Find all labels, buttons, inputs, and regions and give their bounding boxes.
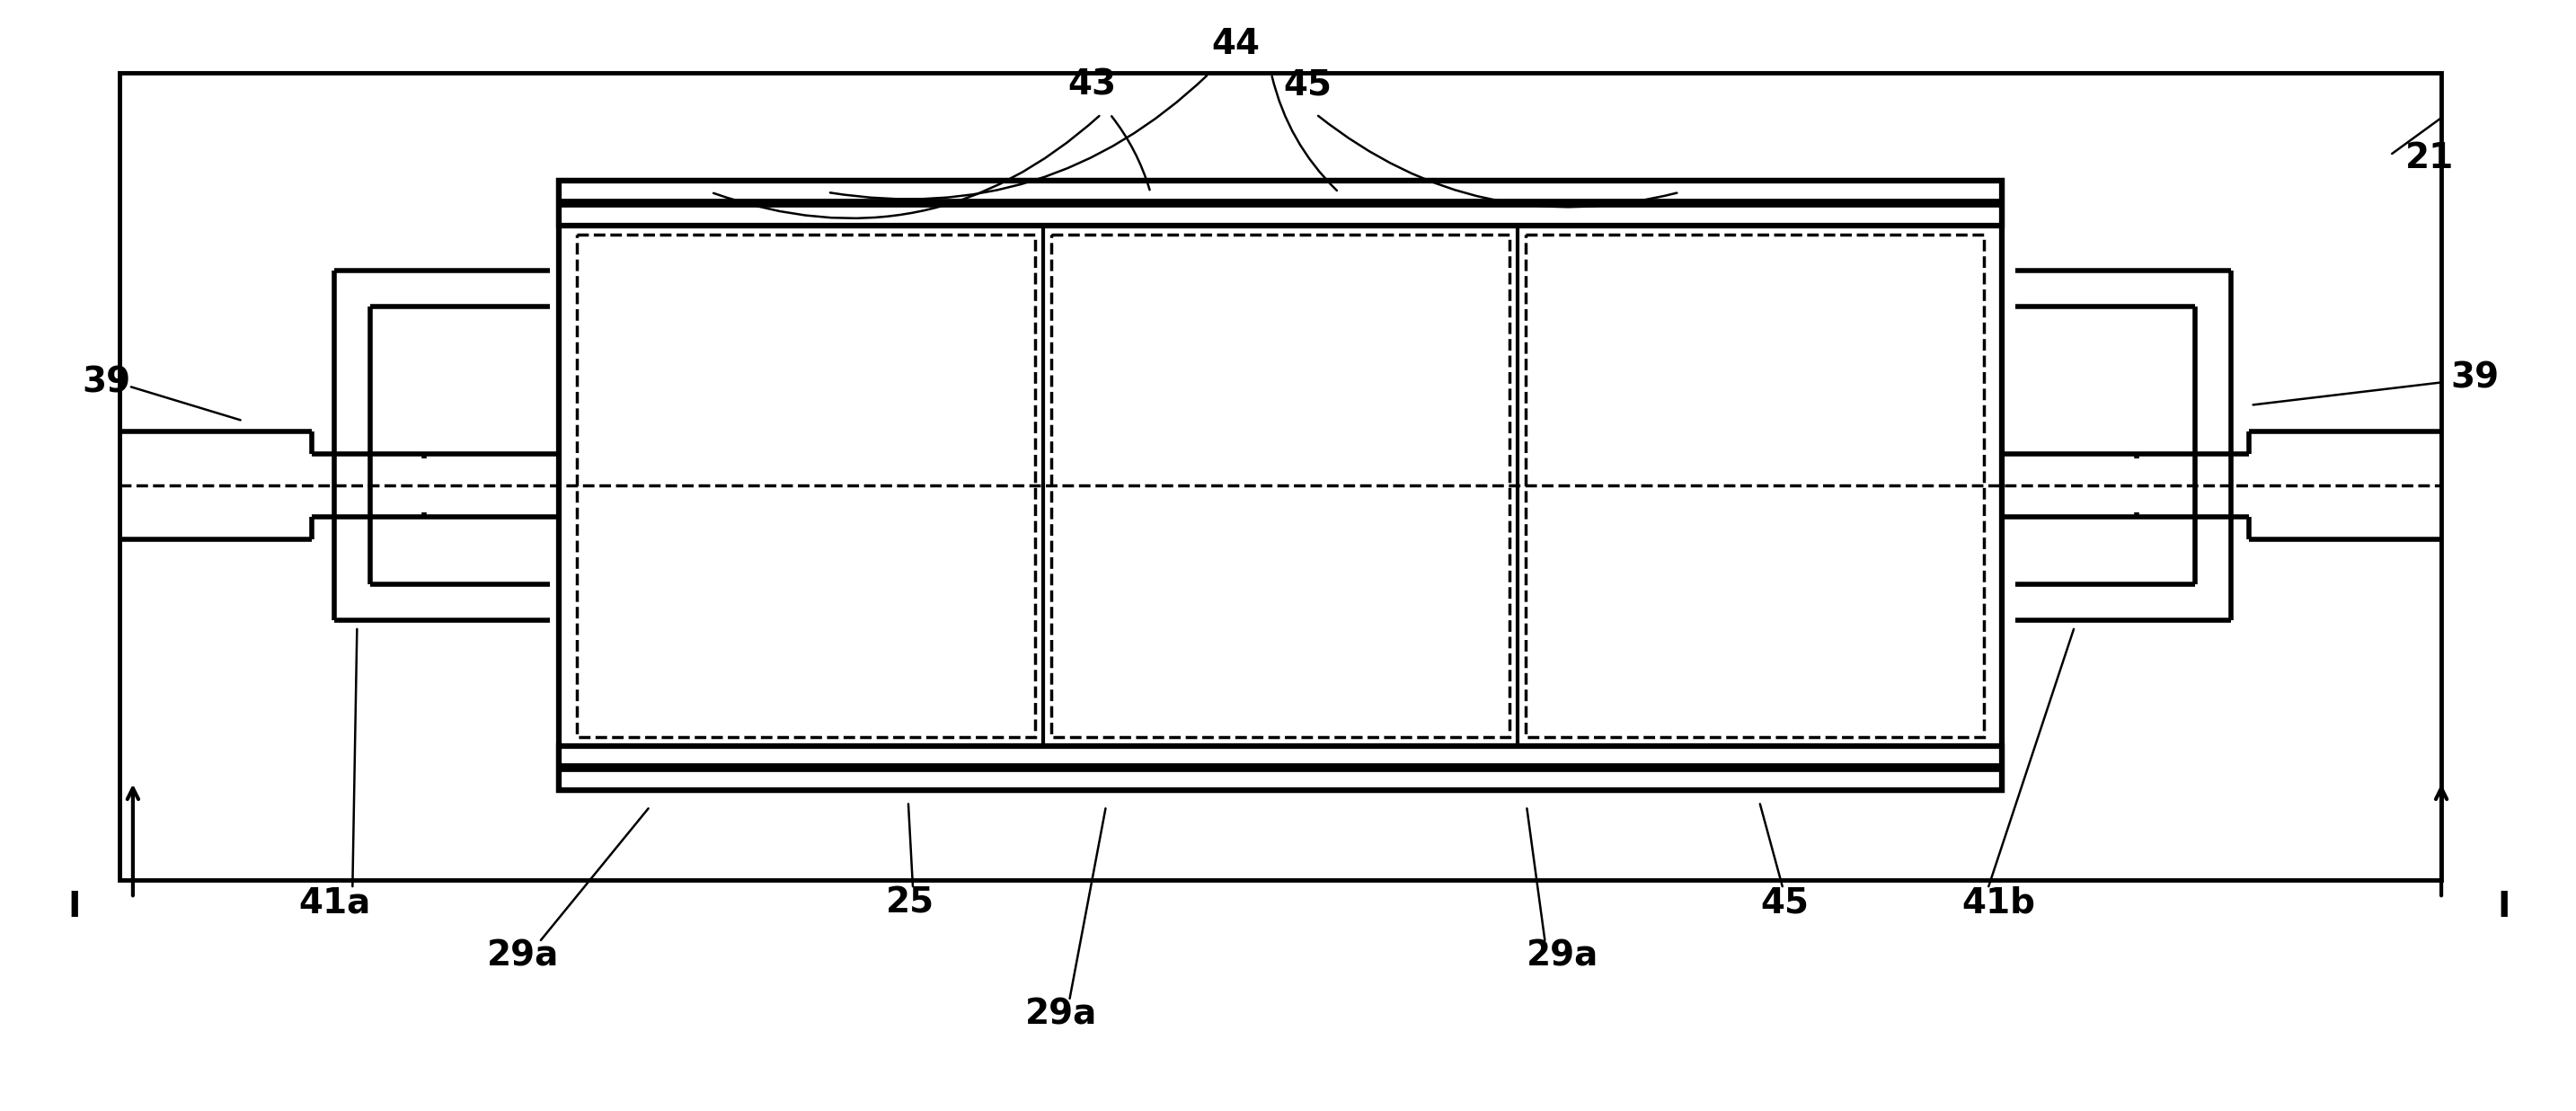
Bar bbox=[1525, 234, 1984, 737]
Text: 45: 45 bbox=[1283, 68, 1332, 102]
Text: 29a: 29a bbox=[1025, 998, 1097, 1032]
Text: 29a: 29a bbox=[487, 939, 559, 973]
Bar bbox=[559, 745, 2002, 790]
Text: 41a: 41a bbox=[299, 885, 371, 920]
Bar bbox=[559, 181, 2002, 790]
Text: I: I bbox=[2499, 890, 2512, 924]
Text: 25: 25 bbox=[886, 885, 935, 920]
Text: 21: 21 bbox=[2406, 141, 2455, 176]
Text: 41b: 41b bbox=[1963, 885, 2035, 920]
Bar bbox=[559, 181, 2002, 226]
Text: I: I bbox=[67, 890, 80, 924]
Bar bbox=[1051, 234, 1510, 737]
Bar bbox=[118, 73, 2442, 880]
Bar bbox=[577, 234, 1036, 737]
Text: 43: 43 bbox=[1069, 68, 1115, 102]
Text: 39: 39 bbox=[2450, 361, 2499, 396]
Text: 44: 44 bbox=[1211, 27, 1260, 61]
Text: 29a: 29a bbox=[1528, 939, 1600, 973]
Text: 45: 45 bbox=[1759, 885, 1808, 920]
Text: 39: 39 bbox=[82, 366, 131, 400]
